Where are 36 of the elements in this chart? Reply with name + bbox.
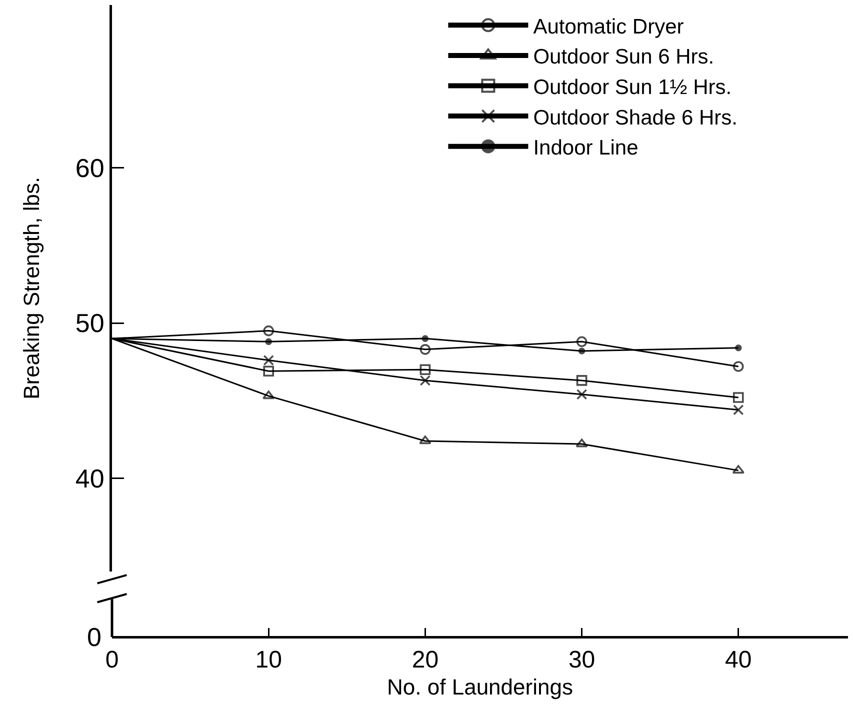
- point: [732, 465, 744, 474]
- point: [263, 325, 274, 336]
- y-tick-label: 60: [75, 153, 104, 183]
- point: [734, 344, 742, 352]
- point: [420, 344, 431, 355]
- point: [576, 336, 588, 348]
- point: [576, 438, 588, 448]
- point: [419, 436, 432, 444]
- point: [265, 338, 272, 346]
- x-tick-label: 10: [255, 646, 282, 674]
- x-tick-label: 30: [568, 646, 596, 674]
- y-axis-title: Breaking Strength, lbs.: [18, 176, 44, 400]
- legend-label: Outdoor Shade 6 Hrs.: [533, 106, 738, 130]
- point: [578, 348, 586, 354]
- text: 0: [87, 622, 102, 652]
- y-tick-label: 40: [75, 463, 104, 494]
- x-tick-label: 0: [105, 646, 119, 674]
- point: [263, 366, 274, 377]
- point: [732, 404, 744, 416]
- point: [576, 375, 588, 386]
- y-tick-label: 50: [75, 308, 104, 338]
- point: [422, 335, 429, 342]
- legend-label: Outdoor Sun 1½ Hrs.: [533, 76, 732, 99]
- point: [732, 361, 744, 372]
- x-axis-title: No. of Launderings: [387, 674, 573, 700]
- legend-label: Indoor Line: [533, 136, 638, 160]
- point: [420, 375, 431, 386]
- point: [576, 389, 588, 400]
- x-tick-label: 40: [725, 646, 752, 674]
- point: [732, 392, 744, 403]
- point: [420, 364, 431, 375]
- point: [262, 390, 275, 400]
- x-tick-label: 20: [412, 646, 439, 674]
- legend-label: Outdoor Sun 6 Hrs.: [533, 46, 714, 69]
- legend-label: Automatic Dryer: [533, 15, 684, 38]
- point: [263, 354, 274, 366]
